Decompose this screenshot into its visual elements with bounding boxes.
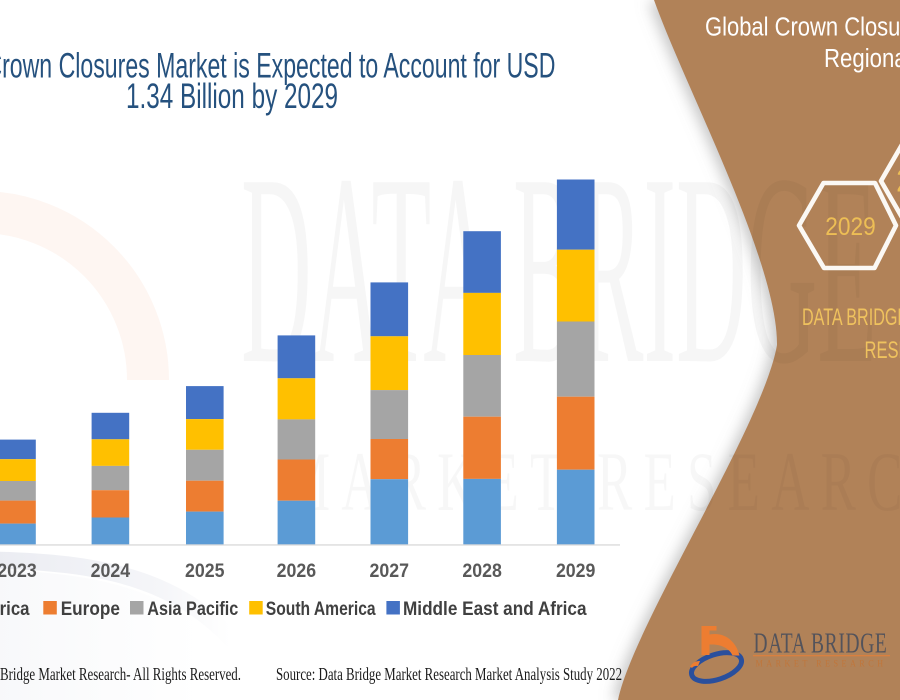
svg-text:2027: 2027 — [370, 561, 410, 582]
svg-text:Middle East and Africa: Middle East and Africa — [403, 598, 587, 620]
svg-text:RESEARCH: RESEARCH — [865, 337, 900, 364]
svg-text:MARKET RESEARCH: MARKET RESEARCH — [756, 660, 887, 670]
svg-text:Europe: Europe — [61, 598, 120, 620]
svg-text:Source: Data Bridge Market Res: Source: Data Bridge Market Research Mark… — [276, 664, 622, 684]
svg-text:Bridge Market Research- All Ri: Bridge Market Research- All Rights Reser… — [0, 664, 241, 684]
svg-text:DATA BRIDGE MARKET: DATA BRIDGE MARKET — [802, 304, 900, 331]
svg-text:Asia Pacific: Asia Pacific — [147, 598, 238, 620]
svg-text:Crown Closures Market is Expec: Crown Closures Market is Expected to Acc… — [0, 46, 555, 86]
svg-text:2029: 2029 — [825, 213, 876, 241]
svg-text:2022: 2022 — [896, 163, 900, 199]
svg-text:Global Crown Closures Market,: Global Crown Closures Market, By — [705, 14, 900, 42]
svg-text:2028: 2028 — [462, 561, 502, 582]
svg-text:South America: South America — [266, 598, 376, 620]
svg-text:2024: 2024 — [91, 561, 131, 582]
svg-text:1.34 Billion by 2029: 1.34 Billion by 2029 — [126, 76, 338, 116]
svg-text:DATA BRIDGE: DATA BRIDGE — [754, 629, 888, 660]
svg-text:North America: North America — [0, 598, 30, 620]
svg-text:Regional Analysis And Forecast: Regional Analysis And Forecast — [824, 45, 900, 73]
svg-text:2025: 2025 — [185, 561, 225, 582]
svg-text:2026: 2026 — [277, 561, 317, 582]
svg-text:2029: 2029 — [556, 561, 596, 582]
svg-text:2023: 2023 — [0, 561, 37, 582]
